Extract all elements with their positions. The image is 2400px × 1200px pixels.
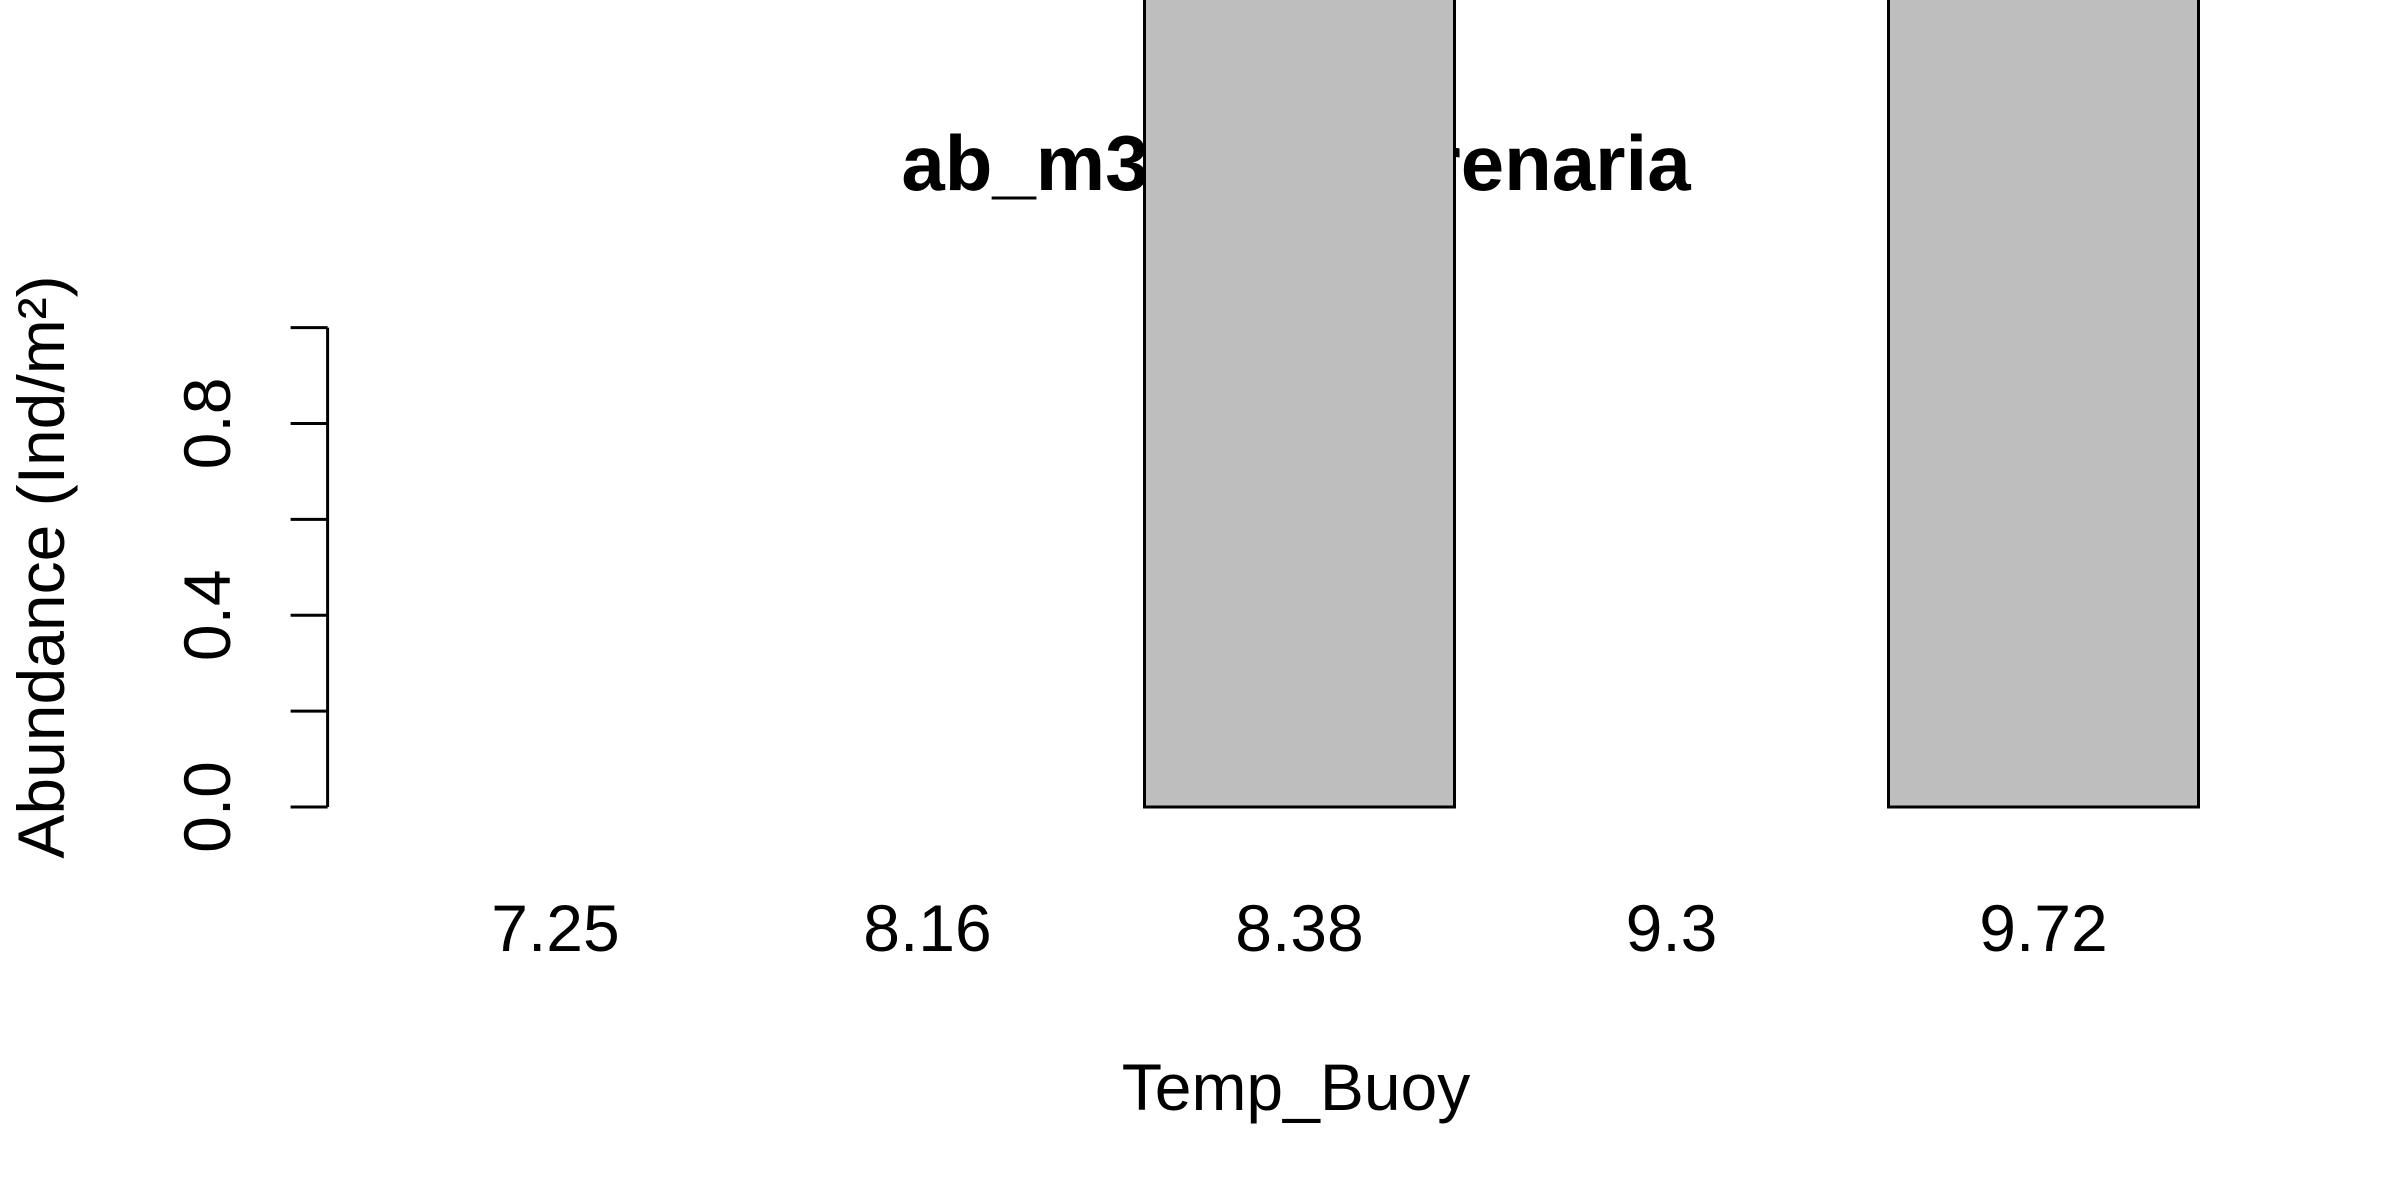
x-tick-label: 8.16 <box>863 891 991 965</box>
x-tick-label: 9.3 <box>1626 891 1718 965</box>
x-tick-label: 9.72 <box>1979 891 2107 965</box>
y-tick-label: 0.4 <box>170 569 244 661</box>
x-tick-label: 8.38 <box>1235 891 1363 965</box>
x-tick-label: 7.25 <box>491 891 619 965</box>
y-tick-label: 0.8 <box>170 378 244 470</box>
y-tick-label: 0.0 <box>170 761 244 853</box>
x-axis-label: Temp_Buoy <box>1122 1050 1471 1124</box>
bar <box>1143 0 1456 809</box>
y-axis-label: Abundance (Ind/m²) <box>4 275 78 858</box>
bar <box>1887 0 2200 809</box>
